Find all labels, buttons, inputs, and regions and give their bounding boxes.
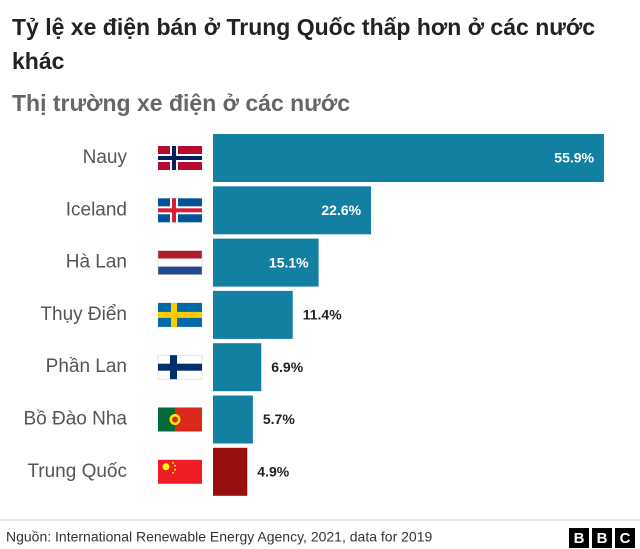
logo-box xyxy=(592,528,612,548)
value-label: 4.9% xyxy=(257,464,289,480)
flag-iceland xyxy=(158,198,202,223)
category-label: Iceland xyxy=(66,199,127,220)
flag-sweden xyxy=(158,302,202,327)
value-label: 15.1% xyxy=(269,254,309,270)
category-label: Thụy Điển xyxy=(40,304,127,325)
source: Nguồn: International Renewable Energy Ag… xyxy=(6,529,432,545)
bar xyxy=(213,134,604,182)
flag-china xyxy=(158,459,202,484)
bar xyxy=(213,186,372,235)
bar xyxy=(213,238,319,287)
flag-finland xyxy=(157,354,203,380)
bar xyxy=(213,290,293,339)
logo-box xyxy=(569,528,589,548)
value-label: 6.9% xyxy=(271,359,303,375)
category-label: Nauy xyxy=(83,147,128,168)
category-label: Phần Lan xyxy=(46,356,127,377)
logo-box xyxy=(615,528,635,548)
bar xyxy=(213,343,262,392)
flag-portugal xyxy=(158,407,202,432)
value-label: 5.7% xyxy=(263,411,295,427)
chart-subtitle: Thị trường xe điện ở các nước xyxy=(12,90,350,116)
logo-letter: B xyxy=(574,530,585,547)
value-label: 22.6% xyxy=(321,202,361,218)
logo-letter: C xyxy=(620,530,631,547)
bar xyxy=(213,447,248,496)
logo-letter: B xyxy=(597,530,608,547)
category-label: Hà Lan xyxy=(66,252,127,273)
value-label: 11.4% xyxy=(303,307,342,323)
flag-netherlands xyxy=(157,250,203,275)
value-label: 55.9% xyxy=(554,150,594,166)
bar xyxy=(213,395,253,444)
flag-norway xyxy=(158,146,202,170)
chart-title: Tỷ lệ xe điện bán ở Trung Quốc thấp hơn … xyxy=(12,14,596,74)
category-label: Bồ Đào Nha xyxy=(23,409,127,430)
category-label: Trung Quốc xyxy=(27,461,127,482)
